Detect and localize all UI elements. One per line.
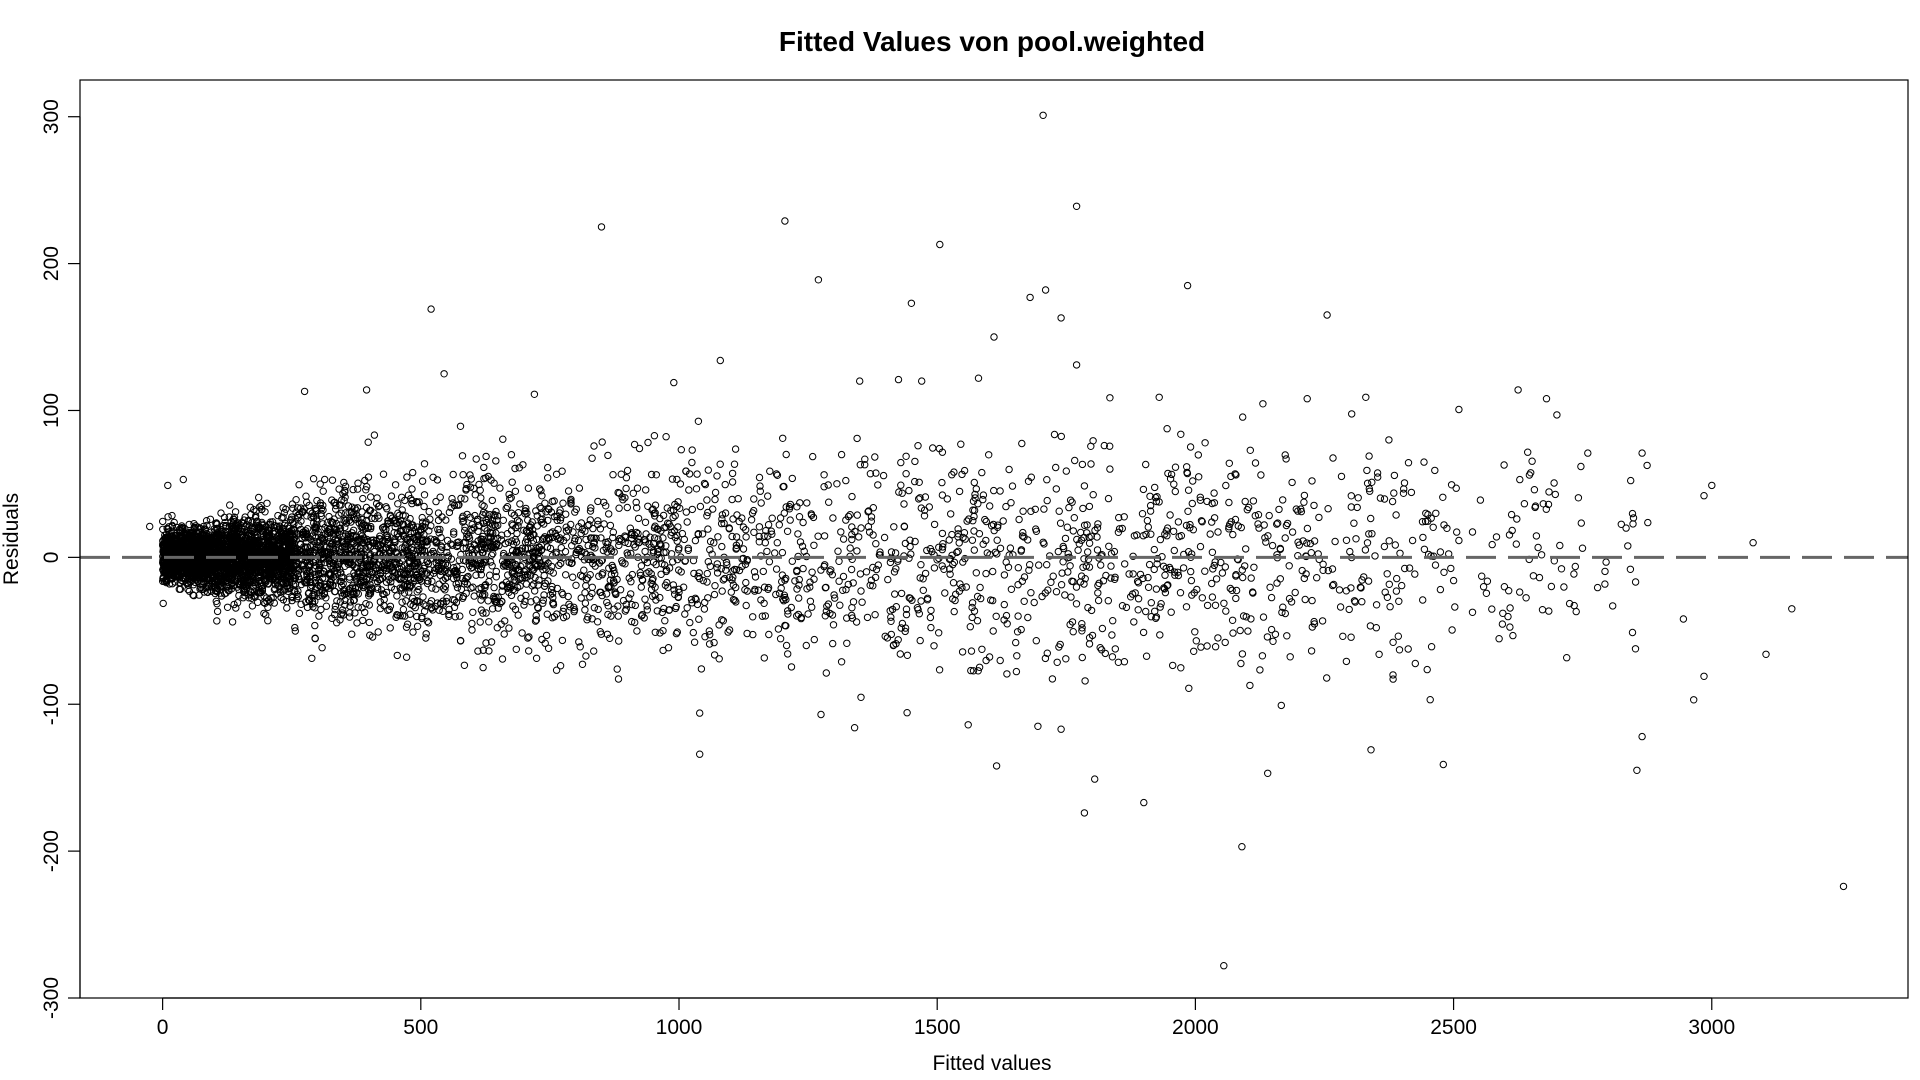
data-point bbox=[206, 515, 215, 523]
data-point bbox=[261, 599, 269, 607]
data-point bbox=[282, 505, 290, 513]
data-point bbox=[167, 534, 175, 543]
data-point bbox=[184, 547, 193, 555]
data-point bbox=[159, 517, 167, 526]
data-point bbox=[182, 532, 190, 540]
data-point bbox=[178, 538, 186, 546]
data-point bbox=[201, 525, 209, 533]
data-points bbox=[146, 111, 1848, 970]
data-point bbox=[197, 546, 205, 555]
data-point bbox=[266, 518, 275, 526]
data-point bbox=[213, 607, 222, 616]
data-point bbox=[200, 588, 208, 596]
data-point bbox=[162, 576, 170, 584]
chart-title: Fitted Values von pool.weighted bbox=[779, 26, 1205, 57]
data-point bbox=[179, 561, 187, 570]
data-point bbox=[164, 513, 172, 521]
data-point bbox=[169, 541, 177, 549]
data-point bbox=[168, 521, 176, 530]
data-point bbox=[181, 531, 189, 539]
data-point bbox=[168, 511, 176, 520]
data-point bbox=[213, 617, 221, 625]
data-point bbox=[184, 548, 192, 556]
data-point bbox=[243, 611, 251, 619]
data-point bbox=[198, 530, 206, 539]
data-point bbox=[195, 563, 204, 571]
data-point bbox=[169, 561, 178, 570]
data-point bbox=[190, 591, 198, 600]
data-point bbox=[186, 572, 194, 581]
data-point bbox=[188, 528, 197, 537]
data-point bbox=[193, 544, 201, 553]
data-point bbox=[190, 551, 198, 560]
data-point bbox=[241, 592, 249, 600]
data-point bbox=[161, 535, 169, 543]
data-point bbox=[223, 603, 232, 611]
data-point bbox=[179, 524, 187, 533]
data-point bbox=[274, 511, 282, 520]
data-point bbox=[170, 536, 178, 544]
data-point bbox=[171, 578, 179, 586]
data-point bbox=[202, 517, 211, 525]
data-point bbox=[233, 599, 242, 607]
data-point bbox=[260, 609, 268, 618]
data-point bbox=[199, 562, 207, 570]
data-point bbox=[246, 503, 255, 511]
data-point bbox=[279, 513, 287, 521]
data-point bbox=[255, 493, 263, 502]
data-point bbox=[164, 525, 172, 533]
data-point bbox=[191, 578, 199, 587]
data-point bbox=[274, 526, 283, 534]
data-point bbox=[225, 513, 234, 521]
data-point bbox=[203, 588, 212, 596]
data-point bbox=[213, 600, 221, 608]
data-point bbox=[196, 583, 205, 591]
data-point bbox=[184, 581, 193, 589]
data-point bbox=[176, 578, 184, 587]
data-point bbox=[230, 600, 238, 609]
data-point bbox=[162, 537, 171, 545]
data-point bbox=[193, 542, 201, 550]
data-point bbox=[194, 523, 202, 531]
data-point bbox=[159, 599, 167, 608]
data-point bbox=[240, 516, 248, 524]
